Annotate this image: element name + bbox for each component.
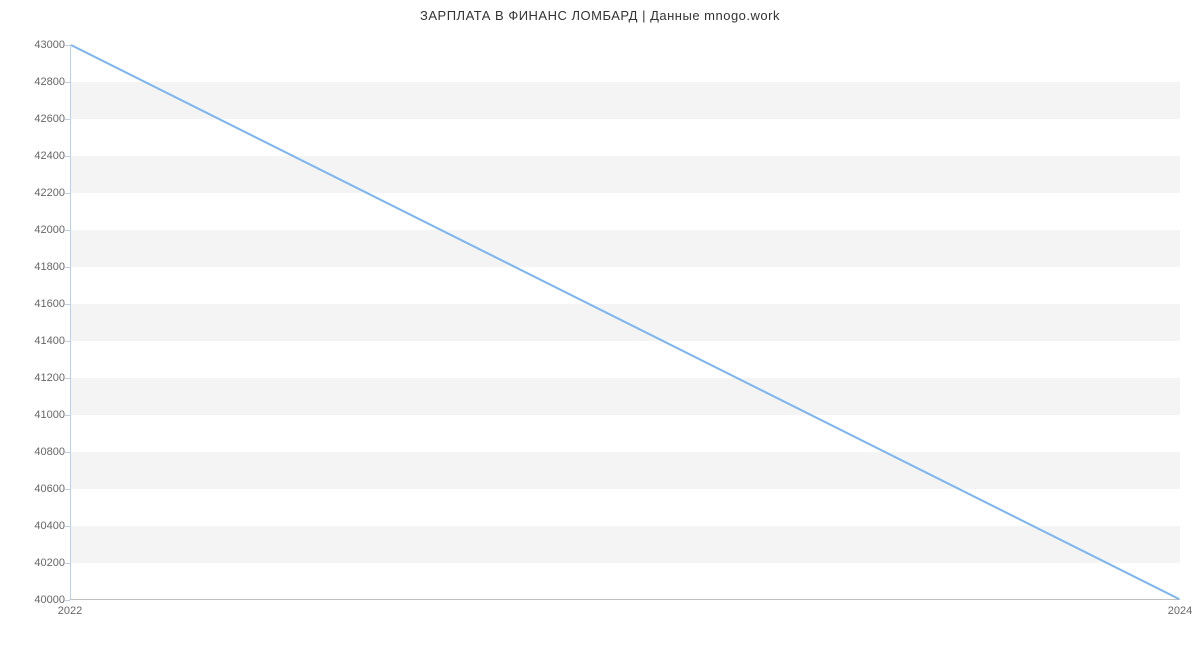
y-tick-mark: [65, 119, 70, 120]
y-tick-label: 41800: [5, 261, 65, 273]
y-tick-mark: [65, 378, 70, 379]
x-tick-label: 2024: [1168, 605, 1192, 617]
y-tick-mark: [65, 304, 70, 305]
y-tick-mark: [65, 600, 70, 601]
x-tick-label: 2022: [58, 605, 82, 617]
y-tick-label: 40200: [5, 557, 65, 569]
y-tick-mark: [65, 415, 70, 416]
y-tick-mark: [65, 45, 70, 46]
y-tick-mark: [65, 82, 70, 83]
y-tick-label: 43000: [5, 39, 65, 51]
y-tick-label: 42400: [5, 150, 65, 162]
y-tick-label: 41600: [5, 298, 65, 310]
y-tick-mark: [65, 452, 70, 453]
y-tick-mark: [65, 156, 70, 157]
chart-container: ЗАРПЛАТА В ФИНАНС ЛОМБАРД | Данные mnogo…: [0, 0, 1200, 650]
y-tick-mark: [65, 341, 70, 342]
y-tick-label: 41000: [5, 409, 65, 421]
y-tick-label: 41200: [5, 372, 65, 384]
y-tick-label: 42000: [5, 224, 65, 236]
y-tick-mark: [65, 193, 70, 194]
y-tick-label: 42600: [5, 113, 65, 125]
y-tick-mark: [65, 230, 70, 231]
y-tick-label: 42200: [5, 187, 65, 199]
y-tick-label: 40800: [5, 446, 65, 458]
y-tick-label: 40600: [5, 483, 65, 495]
y-tick-mark: [65, 267, 70, 268]
chart-title: ЗАРПЛАТА В ФИНАНС ЛОМБАРД | Данные mnogo…: [0, 8, 1200, 23]
y-tick-label: 40400: [5, 520, 65, 532]
y-tick-label: 42800: [5, 76, 65, 88]
line-series: [71, 45, 1179, 599]
y-tick-label: 41400: [5, 335, 65, 347]
y-tick-label: 40000: [5, 594, 65, 606]
line-series-layer: [70, 45, 1180, 599]
y-tick-mark: [65, 526, 70, 527]
y-tick-mark: [65, 489, 70, 490]
plot-area: [70, 45, 1180, 600]
y-tick-mark: [65, 563, 70, 564]
